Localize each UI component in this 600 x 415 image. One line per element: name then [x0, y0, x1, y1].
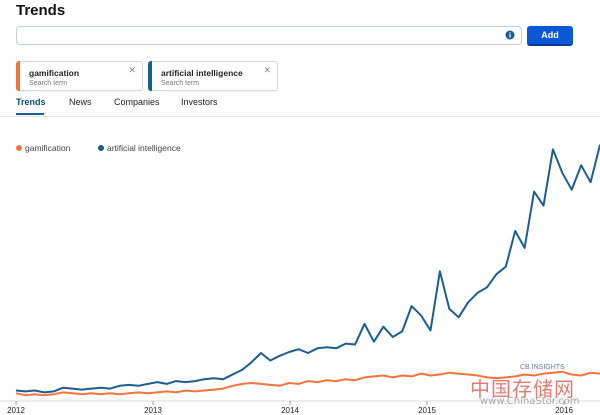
tab-trends[interactable]: Trends: [16, 97, 46, 107]
search-input[interactable]: [21, 28, 495, 45]
tab-news[interactable]: News: [69, 97, 92, 107]
tab-companies[interactable]: Companies: [114, 97, 160, 107]
watermark-cn-text: 中国存储网: [470, 377, 575, 401]
legend-item-artificial-intelligence: artificial intelligence: [98, 143, 181, 153]
term-name: gamification: [29, 68, 80, 78]
x-tick-label: 2013: [144, 406, 162, 415]
term-card-gamification[interactable]: gamification Search term ✕: [16, 61, 143, 91]
x-tick-label: 2016: [555, 406, 573, 415]
search-box[interactable]: [16, 26, 522, 45]
term-subtitle: Search term: [161, 80, 200, 87]
x-tick-label: 2015: [418, 406, 436, 415]
legend-label: artificial intelligence: [107, 143, 181, 153]
legend-label: gamification: [25, 143, 71, 153]
page-title: Trends: [16, 2, 66, 19]
watermark-logo: CB INSIGHTS: [520, 364, 565, 371]
term-color-bar: [148, 61, 152, 91]
watermark-url: www.ChinaStor.com: [480, 396, 580, 407]
divider: [0, 116, 600, 117]
x-tick-label: 2012: [7, 406, 25, 415]
legend-dot: [16, 145, 22, 151]
close-icon[interactable]: ✕: [128, 65, 136, 75]
series-line-artificial-intelligence: [15, 144, 600, 394]
active-tab-indicator: [16, 113, 44, 115]
series-line-gamification: [15, 370, 600, 397]
x-tick-label: 2014: [281, 406, 299, 415]
add-button[interactable]: Add: [527, 26, 573, 46]
legend-dot: [98, 145, 104, 151]
term-name: artificial intelligence: [161, 68, 243, 78]
term-subtitle: Search term: [29, 80, 68, 87]
info-icon[interactable]: [505, 30, 515, 40]
tab-investors[interactable]: Investors: [181, 97, 218, 107]
legend-item-gamification: gamification: [16, 143, 70, 153]
tab-bar: Trends News Companies Investors: [16, 97, 600, 117]
term-color-bar: [16, 61, 20, 91]
close-icon[interactable]: ✕: [263, 65, 271, 75]
term-card-artificial-intelligence[interactable]: artificial intelligence Search term ✕: [148, 61, 278, 91]
